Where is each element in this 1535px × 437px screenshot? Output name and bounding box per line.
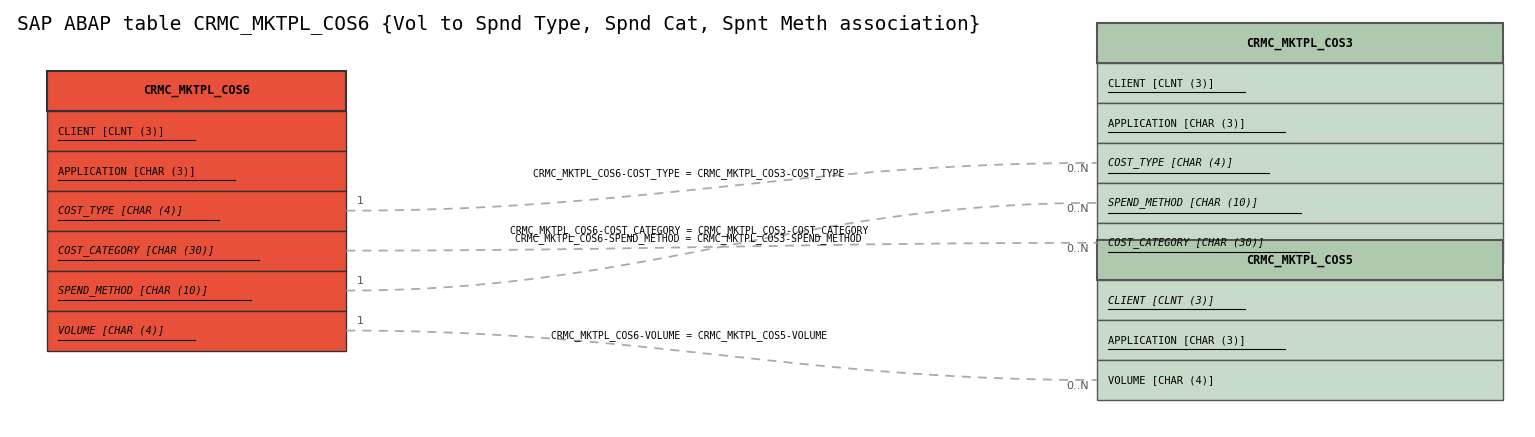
FancyBboxPatch shape — [48, 191, 345, 231]
FancyBboxPatch shape — [1098, 63, 1503, 103]
Text: 1: 1 — [356, 196, 364, 206]
Text: 1: 1 — [356, 276, 364, 286]
Text: APPLICATION [CHAR (3)]: APPLICATION [CHAR (3)] — [1108, 335, 1245, 345]
Text: CRMC_MKTPL_COS3: CRMC_MKTPL_COS3 — [1246, 37, 1354, 49]
Text: 1: 1 — [356, 316, 364, 326]
FancyBboxPatch shape — [1098, 143, 1503, 183]
FancyBboxPatch shape — [1098, 360, 1503, 400]
FancyBboxPatch shape — [1098, 280, 1503, 320]
Text: CRMC_MKTPL_COS6-COST_TYPE = CRMC_MKTPL_COS3-COST_TYPE: CRMC_MKTPL_COS6-COST_TYPE = CRMC_MKTPL_C… — [533, 169, 844, 180]
FancyBboxPatch shape — [1098, 23, 1503, 63]
Text: APPLICATION [CHAR (3)]: APPLICATION [CHAR (3)] — [58, 166, 195, 176]
Text: CLIENT [CLNT (3)]: CLIENT [CLNT (3)] — [1108, 78, 1214, 88]
FancyBboxPatch shape — [48, 111, 345, 151]
FancyBboxPatch shape — [48, 231, 345, 271]
Text: CLIENT [CLNT (3)]: CLIENT [CLNT (3)] — [58, 126, 164, 136]
FancyBboxPatch shape — [48, 71, 345, 111]
FancyBboxPatch shape — [48, 151, 345, 191]
Text: COST_TYPE [CHAR (4)]: COST_TYPE [CHAR (4)] — [58, 205, 183, 216]
Text: CRMC_MKTPL_COS6-VOLUME = CRMC_MKTPL_COS5-VOLUME: CRMC_MKTPL_COS6-VOLUME = CRMC_MKTPL_COS5… — [551, 330, 827, 341]
Text: APPLICATION [CHAR (3)]: APPLICATION [CHAR (3)] — [1108, 118, 1245, 128]
Text: VOLUME [CHAR (4)]: VOLUME [CHAR (4)] — [1108, 375, 1214, 385]
Text: SPEND_METHOD [CHAR (10)]: SPEND_METHOD [CHAR (10)] — [58, 285, 209, 296]
Text: COST_CATEGORY [CHAR (30)]: COST_CATEGORY [CHAR (30)] — [58, 245, 215, 256]
Text: 0..N: 0..N — [1067, 243, 1090, 253]
FancyBboxPatch shape — [1098, 183, 1503, 223]
FancyBboxPatch shape — [1098, 320, 1503, 360]
FancyBboxPatch shape — [48, 311, 345, 350]
Text: CRMC_MKTPL_COS6-SPEND_METHOD = CRMC_MKTPL_COS3-SPEND_METHOD: CRMC_MKTPL_COS6-SPEND_METHOD = CRMC_MKTP… — [516, 233, 863, 244]
FancyBboxPatch shape — [1098, 223, 1503, 263]
Text: CRMC_MKTPL_COS6: CRMC_MKTPL_COS6 — [143, 84, 250, 97]
Text: 0..N: 0..N — [1067, 204, 1090, 214]
Text: 0..N: 0..N — [1067, 163, 1090, 173]
Text: CRMC_MKTPL_COS5: CRMC_MKTPL_COS5 — [1246, 254, 1354, 267]
FancyBboxPatch shape — [48, 271, 345, 311]
Text: COST_CATEGORY [CHAR (30)]: COST_CATEGORY [CHAR (30)] — [1108, 237, 1263, 248]
Text: CRMC_MKTPL_COS6-COST_CATEGORY = CRMC_MKTPL_COS3-COST_CATEGORY: CRMC_MKTPL_COS6-COST_CATEGORY = CRMC_MKT… — [510, 225, 867, 236]
Text: COST_TYPE [CHAR (4)]: COST_TYPE [CHAR (4)] — [1108, 157, 1233, 168]
Text: SPEND_METHOD [CHAR (10)]: SPEND_METHOD [CHAR (10)] — [1108, 198, 1257, 208]
Text: SAP ABAP table CRMC_MKTPL_COS6 {Vol to Spnd Type, Spnd Cat, Spnt Meth associatio: SAP ABAP table CRMC_MKTPL_COS6 {Vol to S… — [17, 14, 981, 35]
FancyBboxPatch shape — [1098, 103, 1503, 143]
FancyBboxPatch shape — [1098, 240, 1503, 280]
Text: VOLUME [CHAR (4)]: VOLUME [CHAR (4)] — [58, 326, 164, 336]
Text: 0..N: 0..N — [1067, 381, 1090, 391]
Text: CLIENT [CLNT (3)]: CLIENT [CLNT (3)] — [1108, 295, 1214, 305]
